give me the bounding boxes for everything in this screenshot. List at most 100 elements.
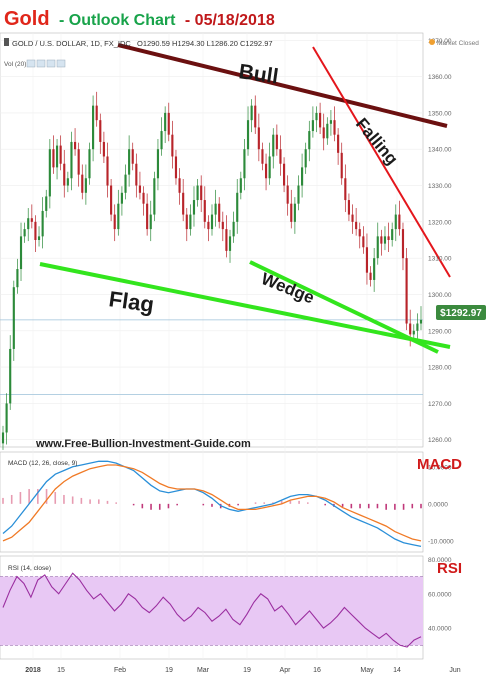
candle [279,149,282,164]
candle [81,174,84,193]
rsi-y-tick-label: 40.0000 [428,626,452,633]
candle [369,272,372,280]
candle [268,156,271,179]
candle [70,141,73,179]
candle [19,236,23,270]
candle [27,218,30,230]
candle [351,214,354,222]
candle [257,127,260,150]
candle [131,149,134,164]
candle [138,185,142,193]
close-icon[interactable] [46,59,56,68]
candle [329,120,332,124]
market-status: Market Closed [437,40,479,47]
candle [95,105,98,121]
candle [416,323,419,331]
rsi-legend: RSI (14, close) [8,565,51,572]
x-tick-label: Jun [449,667,460,674]
wedge-trendline [249,260,439,354]
price-badge: $1292.97 [440,308,482,319]
candle [185,214,188,230]
candle [99,120,102,142]
ohlc-readout: O1290.59 H1294.30 L1286.20 C1292.97 [137,39,273,48]
candle [55,145,59,168]
bull-trendline [117,43,448,128]
candle [264,163,268,179]
candle [221,221,224,230]
candle [337,134,340,153]
x-tick-label: 19 [165,667,173,674]
candle [419,319,423,324]
candle [117,203,120,230]
candle [243,149,246,179]
y-tick-label: 1280.00 [428,365,452,372]
y-tick-label: 1260.00 [428,437,452,444]
falling-trendline [312,46,451,278]
candle [1,432,5,444]
rsi-y-tick-label: 80.0000 [428,557,452,564]
candle [73,141,77,150]
axis-labels: 1370.00 1360.00 1350.00 1340.00 1330.00 1320.… [25,38,461,674]
eye-icon[interactable] [26,59,36,68]
candle [391,229,394,240]
title-word: Gold [4,8,50,30]
candle [113,214,116,230]
rsi-title: RSI [437,560,462,577]
candle [12,287,15,349]
candle [218,203,221,222]
candle [239,178,242,193]
x-tick-label: Feb [114,667,126,674]
x-tick-label: 15 [57,667,65,674]
y-tick-label: 1360.00 [428,74,452,81]
candle [394,214,397,230]
candle [398,214,401,230]
candle [344,178,347,201]
more-icon[interactable] [56,59,66,68]
candle [319,112,322,128]
candle [297,185,300,204]
rsi-band [0,576,423,646]
candle [5,403,8,433]
candle [347,200,351,215]
settings-icon[interactable] [36,59,46,68]
candle [77,149,80,175]
candle [16,269,19,288]
candle [23,229,26,237]
candle [120,192,123,204]
candle [254,105,257,128]
candle [63,163,66,186]
chart-title: Gold - Outlook Chart - 05/18/2018 [4,8,275,30]
candle [214,203,217,215]
candle [92,105,95,150]
macd-panel [0,451,424,553]
candle [102,141,105,157]
candle [225,229,228,251]
candle [124,174,127,193]
candle [88,149,91,179]
macd-y-tick-label: 0.0000 [428,501,448,508]
y-tick-label: 1350.00 [428,110,452,117]
candle [128,149,131,175]
candle [275,134,278,150]
candle [250,105,253,121]
y-tick-label: 1290.00 [428,328,452,335]
candle [304,149,307,168]
candle [210,214,214,230]
candle [308,131,311,150]
candle [355,221,358,230]
y-tick-label: 1330.00 [428,183,452,190]
candle [37,236,41,240]
candle [110,185,113,215]
candle [203,200,206,222]
candle [196,185,199,201]
candle [376,236,379,259]
price-badge-bg [436,305,486,320]
candle [362,236,365,248]
candle [66,178,69,186]
candle [326,123,329,139]
candle [149,214,152,230]
candle [293,203,296,222]
candle [301,167,304,186]
symbol-icon [4,38,9,46]
